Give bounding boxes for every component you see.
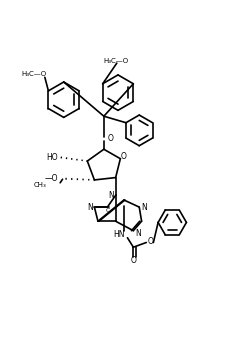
Text: N: N [135, 228, 141, 238]
Text: H₃C—O: H₃C—O [104, 58, 129, 64]
Text: O: O [148, 237, 154, 246]
Text: CH₃: CH₃ [33, 182, 46, 188]
Text: O: O [108, 134, 114, 143]
Text: N: N [87, 203, 93, 211]
Text: O: O [131, 256, 136, 265]
Text: N: N [141, 203, 147, 211]
Text: HO: HO [46, 153, 58, 162]
Text: H₃C—O: H₃C—O [21, 71, 46, 77]
Text: HN: HN [114, 230, 125, 239]
Text: C: C [105, 208, 110, 213]
Text: —O: —O [44, 174, 58, 183]
Text: N: N [108, 191, 114, 200]
Text: O: O [121, 152, 127, 161]
